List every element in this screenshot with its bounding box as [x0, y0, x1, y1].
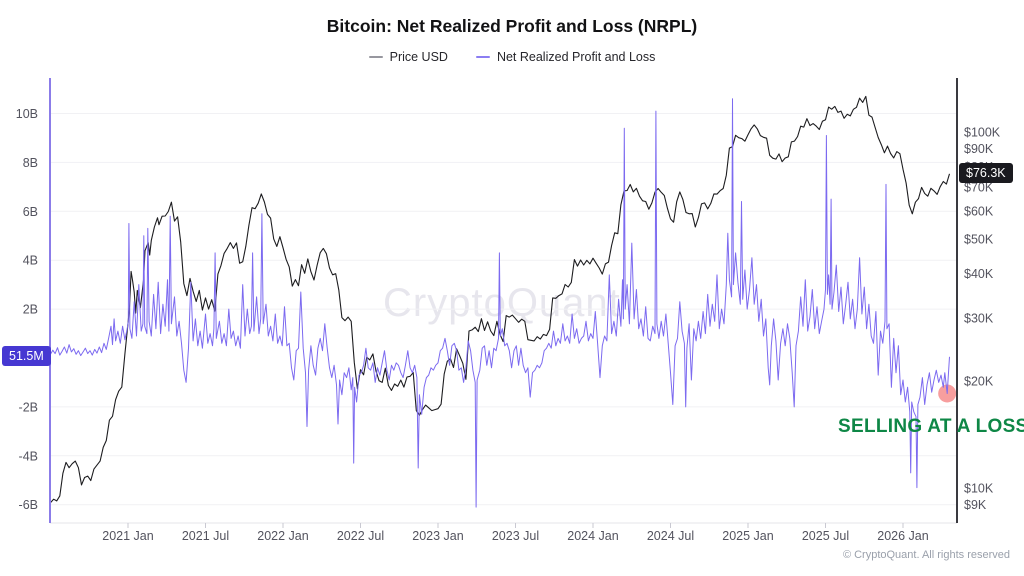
x-tick-label: 2023 Jul [492, 529, 539, 543]
legend-item-price[interactable]: Price USD [368, 50, 448, 64]
x-tick-label: 2025 Jan [722, 529, 773, 543]
selling-at-a-loss-annotation: SELLING AT A LOSS [838, 416, 1024, 437]
right-axis-label: $90K [964, 142, 994, 156]
left-axis-label: -6B [19, 498, 38, 512]
price-line [50, 95, 951, 503]
left-axis-label: -2B [19, 400, 38, 414]
right-axis-label: $60K [964, 204, 994, 218]
right-axis-label: $70K [964, 181, 994, 195]
right-axis-label: $100K [964, 126, 1001, 140]
right-axis-label: $30K [964, 312, 994, 326]
nrpl-current-value-badge: 51.5M [2, 346, 51, 366]
right-axis-label: $20K [964, 374, 994, 388]
x-tick-label: 2021 Jan [102, 529, 153, 543]
chart-title: Bitcoin: Net Realized Profit and Loss (N… [326, 16, 698, 36]
copyright-footer: © CryptoQuant. All rights reserved [842, 549, 1010, 561]
legend-label-nrpl: Net Realized Profit and Loss [496, 50, 656, 64]
left-axis-label: 6B [23, 205, 38, 219]
x-tick-label: 2023 Jan [412, 529, 463, 543]
cryptoquant-watermark: CryptoQuant [383, 281, 621, 325]
x-tick-label: 2024 Jul [647, 529, 694, 543]
x-tick-label: 2025 Jul [802, 529, 849, 543]
left-axis-label: 4B [23, 254, 38, 268]
left-axis-label: -4B [19, 449, 38, 463]
right-axis-label: $50K [964, 233, 994, 247]
right-axis-label: $10K [964, 482, 994, 496]
left-axis-label: 10B [16, 107, 38, 121]
legend-item-nrpl[interactable]: Net Realized Profit and Loss [475, 50, 656, 64]
chart-legend: Price USD Net Realized Profit and Loss [0, 50, 1024, 64]
x-tick-label: 2026 Jan [877, 529, 928, 543]
x-tick-label: 2021 Jul [182, 529, 229, 543]
x-tick-label: 2022 Jul [337, 529, 384, 543]
price-current-value-badge: $76.3K [959, 163, 1013, 183]
left-axis-label: 8B [23, 156, 38, 170]
price-legend-dash-icon [368, 55, 383, 59]
left-axis-label: 2B [23, 303, 38, 317]
legend-label-price: Price USD [389, 50, 448, 64]
nrpl-legend-dash-icon [475, 55, 490, 59]
x-tick-label: 2022 Jan [257, 529, 308, 543]
right-axis-label: $40K [964, 267, 994, 281]
right-axis-label: $9K [964, 498, 987, 512]
nrpl-line [50, 98, 950, 508]
x-tick-label: 2024 Jan [567, 529, 618, 543]
